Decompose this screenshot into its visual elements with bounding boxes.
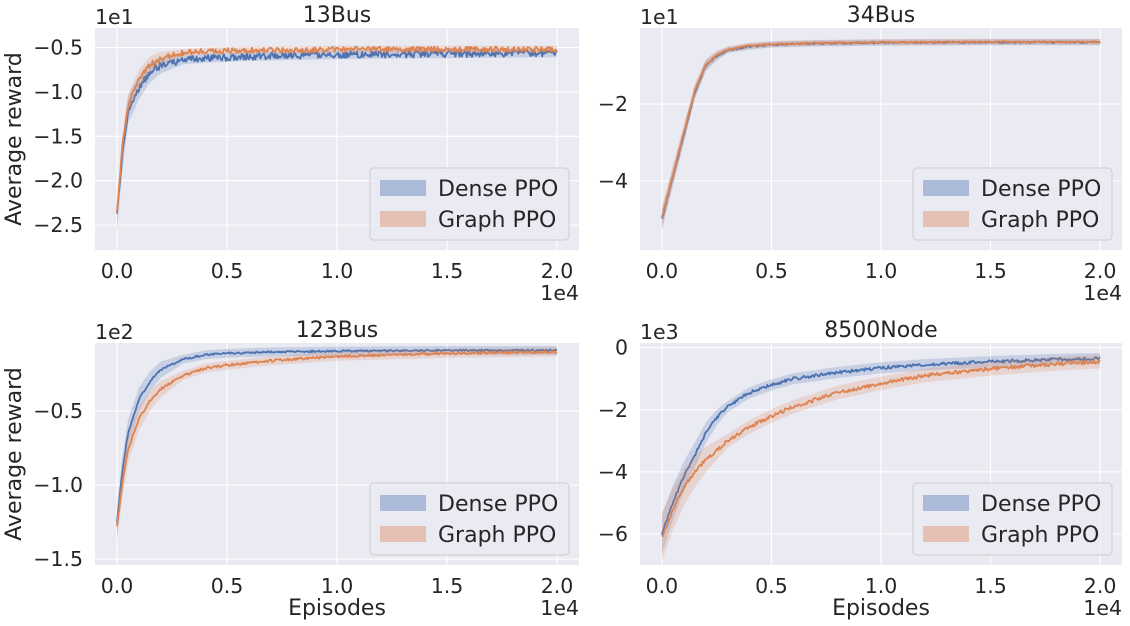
legend: Dense PPO Graph PPO <box>369 482 570 556</box>
subplot-8500node: 0.0 0.5 1.0 1.5 2.0 −6 −4 −2 0 8500Node 1e3 1e4 Epis… <box>598 318 1122 621</box>
subplot-13bus: 0.0 0.5 1.0 1.5 2.0 −2.5 −2.0 −1.5 −1.0 −0.5 13Bus… <box>2 3 579 305</box>
subplot-title: 13Bus <box>303 3 372 28</box>
legend-swatch-dense <box>923 495 969 511</box>
y-tick-label: −1.5 <box>33 124 83 148</box>
x-tick-label: 2.0 <box>541 259 574 283</box>
y-tick-label: −4 <box>598 169 628 193</box>
x-tick-label: 1.5 <box>431 259 464 283</box>
y-tick-label: −6 <box>598 522 628 546</box>
x-tick-label: 0.0 <box>646 574 679 598</box>
series-band-dense <box>117 346 557 538</box>
legend-swatch-dense <box>380 180 426 196</box>
x-tick-label: 0.5 <box>211 259 244 283</box>
y-tick-label: −2 <box>598 398 628 422</box>
legend-label: Dense PPO <box>981 492 1101 517</box>
x-tick-label: 1.5 <box>974 259 1007 283</box>
subplot-title: 123Bus <box>296 318 379 343</box>
x-tick-label: 1.5 <box>974 574 1007 598</box>
y-tick-label: −1.0 <box>33 80 83 104</box>
y-offset-label: 1e1 <box>95 5 134 29</box>
x-offset-label: 1e4 <box>540 281 579 305</box>
y-tick-label: −1.0 <box>33 473 83 497</box>
x-tick-label: 2.0 <box>541 574 574 598</box>
y-tick-label: −1.5 <box>33 547 83 571</box>
legend-swatch-graph <box>923 526 969 542</box>
legend-swatch-dense <box>380 495 426 511</box>
legend: Dense PPO Graph PPO <box>912 482 1113 556</box>
series-group <box>661 352 1101 561</box>
y-offset-label: 1e3 <box>640 320 679 344</box>
x-tick-label: 2.0 <box>1084 574 1117 598</box>
series-line-dense <box>116 348 558 523</box>
x-tick-label: 1.5 <box>431 574 464 598</box>
x-tick-label: 1.0 <box>321 574 354 598</box>
x-tick-label: 0.0 <box>101 259 134 283</box>
subplot-title: 8500Node <box>824 318 937 343</box>
series-line-dense <box>116 48 558 214</box>
series-line-dense <box>661 356 1101 536</box>
y-tick-label: −2.0 <box>33 169 83 193</box>
series-group <box>661 38 1101 230</box>
x-tick-label: 1.0 <box>321 259 354 283</box>
x-tick-label: 0.5 <box>211 574 244 598</box>
x-axis-label: Episodes <box>288 596 386 621</box>
y-tick-label: −2.5 <box>33 213 83 237</box>
x-offset-label: 1e4 <box>1083 596 1122 620</box>
x-offset-label: 1e4 <box>1083 281 1122 305</box>
legend: Dense PPO Graph PPO <box>912 167 1113 241</box>
y-tick-label: −2 <box>598 92 628 116</box>
x-tick-label: 0.0 <box>101 574 134 598</box>
y-axis-label: Average reward <box>2 367 27 541</box>
x-offset-label: 1e4 <box>540 596 579 620</box>
legend-label: Graph PPO <box>438 208 556 233</box>
subplot-title: 34Bus <box>847 3 916 28</box>
x-tick-label: 0.0 <box>646 259 679 283</box>
legend-label: Dense PPO <box>981 177 1101 202</box>
x-tick-label: 0.5 <box>755 574 788 598</box>
legend-swatch-graph <box>923 211 969 227</box>
x-tick-label: 2.0 <box>1084 259 1117 283</box>
y-axis-label: Average reward <box>2 52 27 226</box>
legend-frame <box>912 482 1113 556</box>
series-line-graph <box>661 40 1101 218</box>
x-tick-label: 0.5 <box>755 259 788 283</box>
series-group <box>116 45 558 232</box>
legend-label: Dense PPO <box>438 177 558 202</box>
series-band-graph <box>117 45 557 226</box>
legend-label: Graph PPO <box>981 208 1099 233</box>
legend-frame <box>369 482 570 556</box>
y-offset-label: 1e1 <box>640 5 679 29</box>
y-tick-label: −4 <box>598 460 628 484</box>
series-line-graph <box>116 350 558 527</box>
x-tick-label: 1.0 <box>865 574 898 598</box>
legend-swatch-graph <box>380 526 426 542</box>
legend-swatch-graph <box>380 211 426 227</box>
legend-swatch-dense <box>923 180 969 196</box>
subplot-123bus: 0.0 0.5 1.0 1.5 2.0 −1.5 −1.0 −0.5 123Bus 1e2 1e4 E… <box>2 318 579 621</box>
series-group <box>116 346 558 543</box>
legend-label: Graph PPO <box>981 523 1099 548</box>
y-offset-label: 1e2 <box>95 320 134 344</box>
y-tick-label: −0.5 <box>33 399 83 423</box>
series-line-graph <box>116 45 558 213</box>
legend-label: Graph PPO <box>438 523 556 548</box>
legend-label: Dense PPO <box>438 492 558 517</box>
legend-frame <box>369 167 570 241</box>
series-line-graph <box>661 359 1101 538</box>
legend-frame <box>912 167 1113 241</box>
x-axis-label: Episodes <box>832 596 930 621</box>
y-tick-label: −0.5 <box>33 36 83 60</box>
x-tick-label: 1.0 <box>865 259 898 283</box>
y-tick-label: 0 <box>615 336 628 360</box>
legend: Dense PPO Graph PPO <box>369 167 570 241</box>
subplot-34bus: 0.0 0.5 1.0 1.5 2.0 −4 −2 34Bus 1e1 1e4 Dense PPO G… <box>598 3 1122 305</box>
